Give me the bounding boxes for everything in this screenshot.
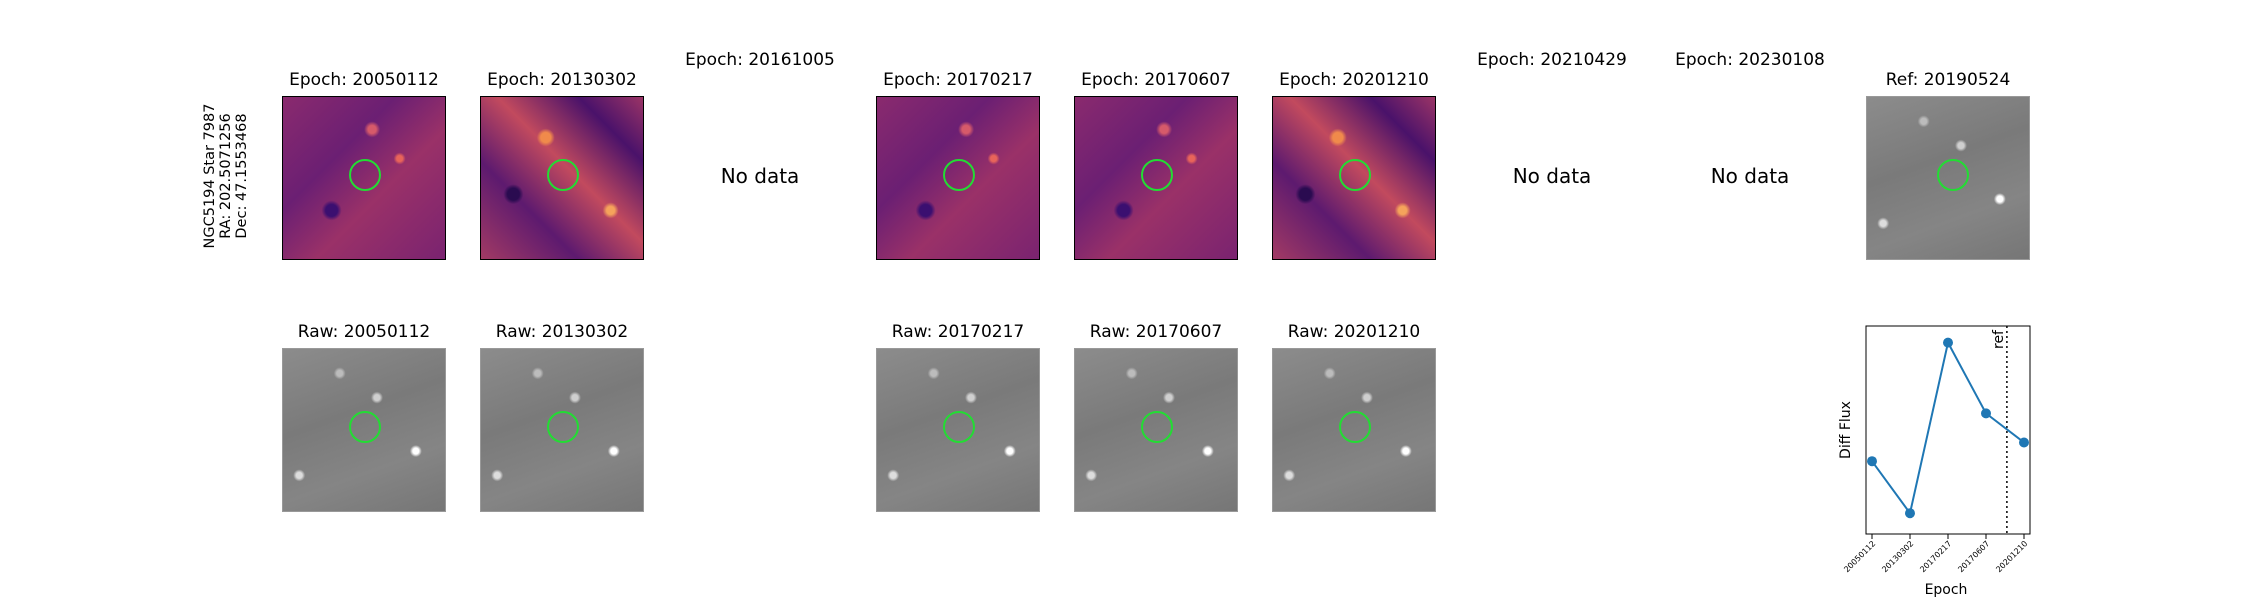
aperture-circle [547,411,579,443]
ref-title: Ref: 20190524 [1885,70,2011,90]
raw-image-20050112 [282,348,446,512]
x-tick-label: 20050112 [1842,539,1877,574]
x-tick-label: 20170217 [1918,539,1953,574]
y-axis-label: Diff Flux [1838,401,1854,459]
aperture-circle [943,411,975,443]
data-point-20130302 [1905,508,1915,519]
diff-image-20130302 [480,96,644,260]
x-tick-label: 20201210 [1994,539,2029,574]
raw-image-20170607 [1074,348,1238,512]
reference-image [1866,96,2030,260]
raw-title-1: Raw: 20130302 [495,322,629,342]
x-tick-label: 20130302 [1880,539,1915,574]
diff-title-0: Epoch: 20050112 [289,70,439,90]
diff-title-5: Epoch: 20201210 [1279,70,1429,90]
aperture-circle [1339,159,1371,191]
aperture-circle [943,159,975,191]
diff-title-3: Epoch: 20170217 [883,70,1033,90]
x-tick-label: 20170607 [1956,539,1991,574]
raw-image-20170217 [876,348,1040,512]
raw-title-3: Raw: 20170607 [1089,322,1223,342]
data-point-20170607 [1981,408,1991,419]
diff-flux-series-line [1871,339,2025,516]
raw-title-0: Raw: 20050112 [297,322,431,342]
data-point-20201210 [2019,437,2029,448]
raw-title-4: Raw: 20201210 [1287,322,1421,342]
data-point-20170217 [1943,337,1953,348]
aperture-circle [547,159,579,191]
aperture-circle [349,159,381,191]
data-point-20050112 [1867,456,1877,467]
x-axis-label: Epoch [1924,582,1968,598]
diff-title-1: Epoch: 20130302 [487,70,637,90]
diff-image-20050112 [282,96,446,260]
no-data-text: No data [1710,164,1790,188]
plot-frame [1865,325,2031,535]
diff-title-4: Epoch: 20170607 [1081,70,1231,90]
diff-title-6: Epoch: 20210429 [1477,50,1627,70]
no-data-text: No data [720,164,800,188]
diff-title-7: Epoch: 20230108 [1675,50,1825,70]
aperture-circle [1339,411,1371,443]
raw-image-20201210 [1272,348,1436,512]
reference-epoch-label: ref [1991,329,2007,349]
no-data-text: No data [1512,164,1592,188]
diff-image-20170607 [1074,96,1238,260]
raw-image-20130302 [480,348,644,512]
aperture-circle [349,411,381,443]
diff-title-2: Epoch: 20161005 [685,50,835,70]
raw-title-2: Raw: 20170217 [891,322,1025,342]
diff-image-20170217 [876,96,1040,260]
aperture-circle [1937,159,1969,191]
aperture-circle [1141,411,1173,443]
aperture-circle [1141,159,1173,191]
diff-image-20201210 [1272,96,1436,260]
